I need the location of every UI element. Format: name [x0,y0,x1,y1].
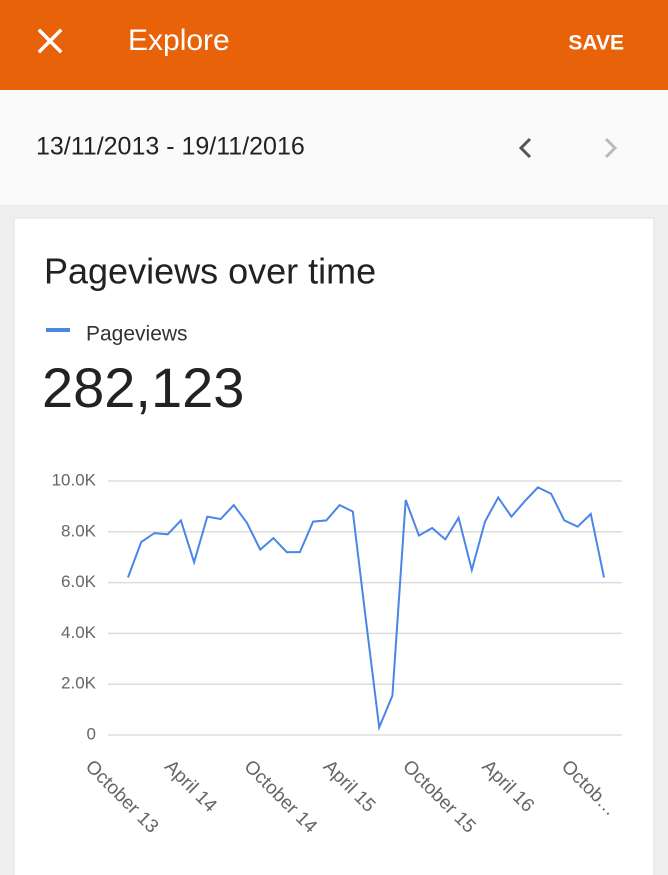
prev-button[interactable] [518,137,532,159]
y-tick-label: 0 [87,724,96,743]
y-tick-label: 6.0K [61,572,97,591]
date-bar [0,90,668,205]
card [13,217,655,875]
app-title: Explore [128,24,230,57]
date-range[interactable]: 13/11/2013 - 19/11/2016 [36,133,305,161]
total-value: 282,123 [42,356,244,419]
next-button [604,137,618,159]
series-line [127,486,605,732]
y-tick-label: 4.0K [61,623,97,642]
y-tick-label: 8.0K [61,521,97,540]
app-bar [0,0,668,90]
close-button[interactable] [37,28,63,54]
save-button[interactable]: SAVE [568,32,624,55]
chart-title: Pageviews over time [44,251,376,292]
y-tick-label: 2.0K [61,674,97,693]
legend-label: Pageviews [86,323,188,346]
y-tick-label: 10.0K [52,470,97,489]
